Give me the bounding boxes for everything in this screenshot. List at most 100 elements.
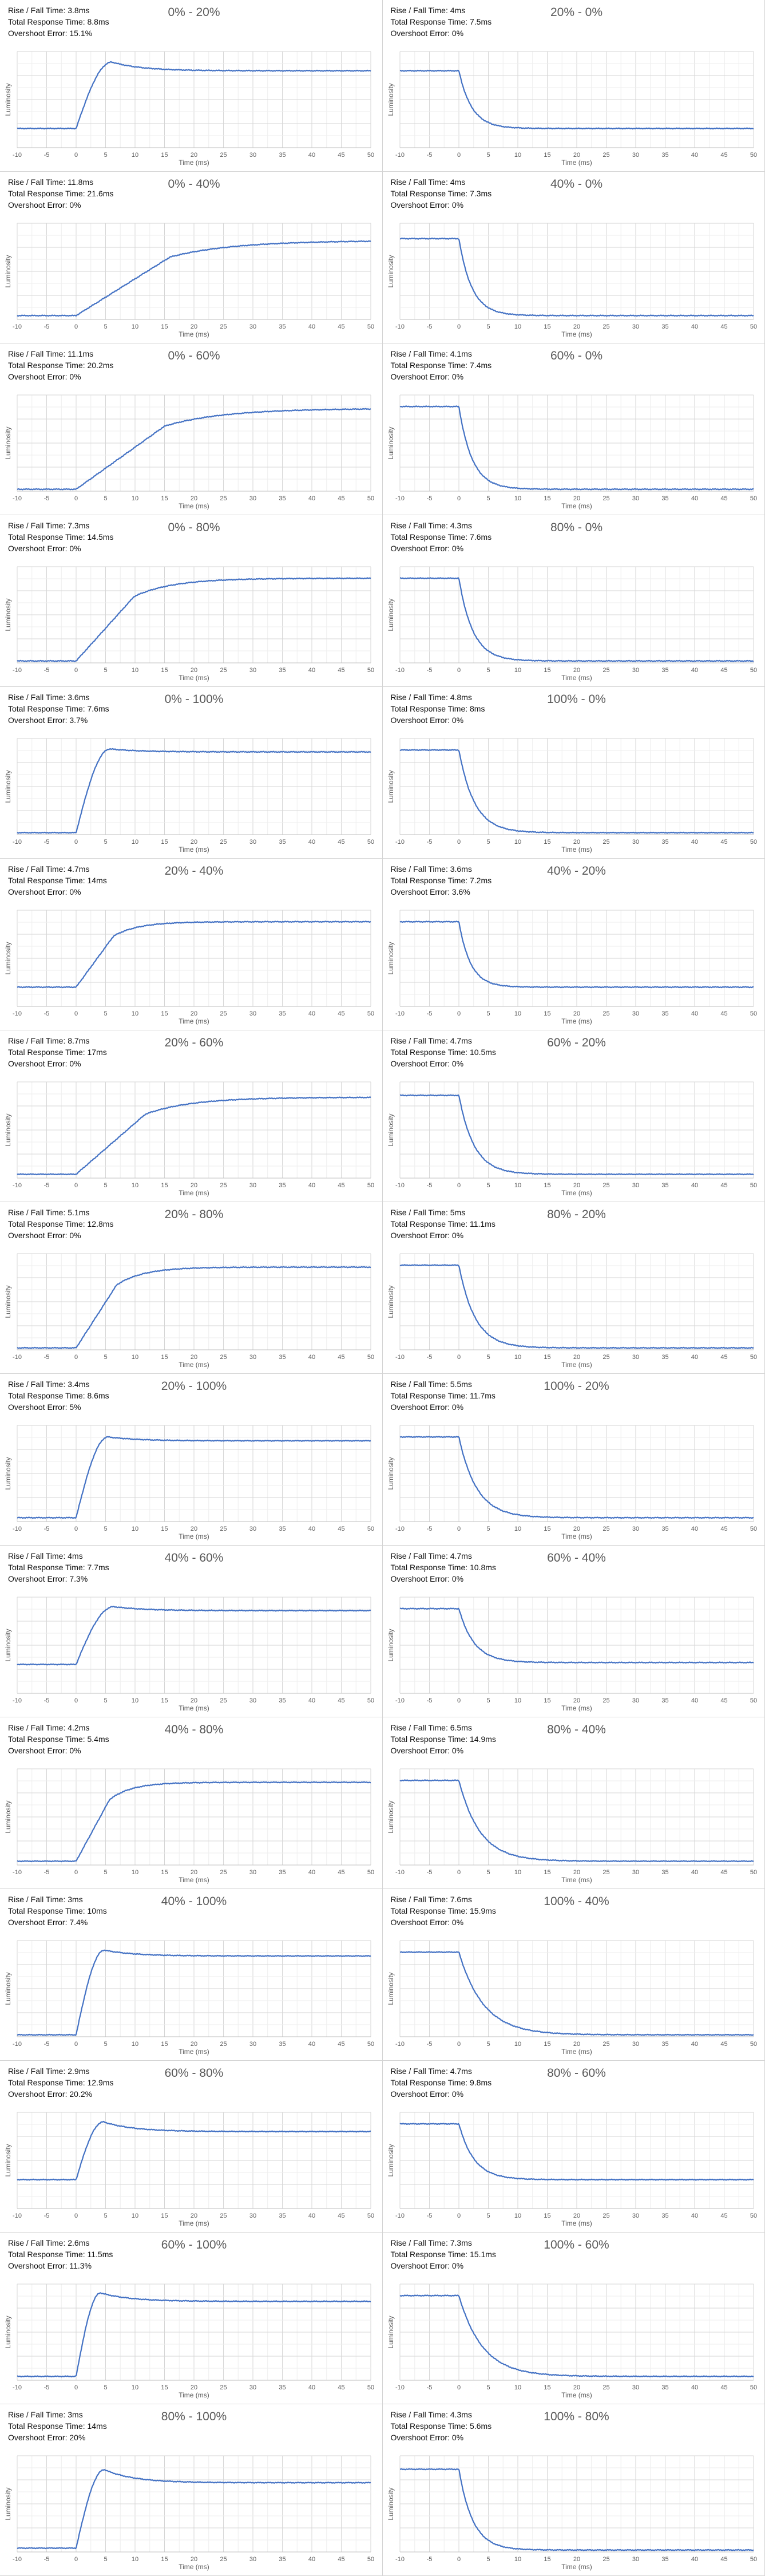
chart-title: 0% - 60% (168, 349, 220, 362)
x-axis-label: Time (ms) (561, 159, 592, 167)
x-tick-label: 15 (161, 2556, 168, 2563)
x-axis-label: Time (ms) (179, 159, 209, 167)
overshoot-error: Overshoot Error: 0% (390, 716, 464, 725)
overshoot-error: Overshoot Error: 0% (390, 1402, 464, 1412)
x-tick-label: 40 (691, 1869, 697, 1876)
x-tick-label: 10 (514, 2212, 521, 2219)
x-axis-label: Time (ms) (561, 1189, 592, 1197)
x-tick-label: 10 (514, 2041, 521, 2048)
x-tick-label: 45 (338, 1010, 344, 1017)
x-axis-label: Time (ms) (561, 2391, 592, 2399)
x-tick-label: 10 (132, 2556, 138, 2563)
y-axis-label: Luminosity (387, 1972, 395, 2005)
total-response-time: Total Response Time: 11.7ms (390, 1391, 496, 1400)
rise-fall-time: Rise / Fall Time: 4ms (8, 1551, 83, 1560)
x-tick-label: 45 (338, 495, 344, 502)
x-tick-label: -10 (13, 1869, 22, 1876)
x-axis-label: Time (ms) (561, 2219, 592, 2227)
x-tick-label: 20 (573, 152, 580, 159)
y-axis-label: Luminosity (387, 1800, 395, 1833)
x-axis-label: Time (ms) (561, 1361, 592, 1369)
luminosity-series-line (17, 748, 371, 834)
response-panel: Rise / Fall Time: 4.2ms Total Response Ti… (0, 1717, 383, 1889)
x-tick-label: 40 (308, 1182, 315, 1189)
x-tick-label: 0 (457, 2212, 460, 2219)
plot-area: -10 -5 0 5 10 15 20 25 30 35 40 45 50 Time (ms) Lumino… (4, 394, 374, 510)
rise-fall-time: Rise / Fall Time: 2.9ms (8, 2067, 90, 2076)
plot-area: -10 -5 0 5 10 15 20 25 30 35 40 45 50 Time (ms) Lumino… (4, 1081, 374, 1197)
x-tick-label: 15 (544, 2212, 550, 2219)
x-tick-label: 10 (514, 2384, 521, 2391)
x-tick-label: -10 (13, 1354, 22, 1361)
x-tick-label: 35 (661, 1526, 668, 1532)
x-tick-label: 0 (74, 1869, 78, 1876)
chart-title: 100% - 0% (547, 693, 606, 706)
x-tick-label: 50 (750, 1869, 756, 1876)
luminosity-series-line (399, 69, 754, 130)
x-tick-label: 40 (691, 1010, 697, 1017)
x-tick-label: 25 (220, 152, 227, 159)
y-axis-label: Luminosity (4, 2487, 12, 2520)
x-tick-label: 30 (249, 2041, 256, 2048)
x-tick-label: 0 (74, 152, 78, 159)
overshoot-error: Overshoot Error: 0% (8, 544, 81, 553)
rise-fall-time: Rise / Fall Time: 4.3ms (390, 2410, 472, 2419)
x-tick-label: -10 (395, 2212, 405, 2219)
response-panel: Rise / Fall Time: 4.3ms Total Response Ti… (382, 515, 765, 687)
overshoot-error: Overshoot Error: 0% (8, 200, 81, 210)
x-tick-label: 30 (632, 1354, 639, 1361)
x-tick-label: 30 (632, 2212, 639, 2219)
overshoot-error: Overshoot Error: 0% (390, 1231, 464, 1240)
x-tick-label: 30 (632, 2384, 639, 2391)
x-tick-label: 40 (308, 152, 315, 159)
plot-area: -10 -5 0 5 10 15 20 25 30 35 40 45 50 Time (ms) Lumino… (4, 566, 374, 682)
x-tick-label: 15 (544, 152, 550, 159)
x-tick-label: 30 (249, 1697, 256, 1704)
x-tick-label: 0 (457, 667, 460, 674)
x-tick-label: 10 (132, 1010, 138, 1017)
stats-block: Rise / Fall Time: 4ms Total Response Time… (391, 176, 492, 211)
x-tick-label: 40 (691, 667, 697, 674)
x-tick-label: 5 (104, 839, 107, 846)
x-tick-label: -10 (395, 1697, 405, 1704)
x-tick-label: 35 (661, 495, 668, 502)
x-tick-label: -5 (426, 1526, 432, 1532)
x-tick-label: 25 (220, 1869, 227, 1876)
total-response-time: Total Response Time: 7.6ms (8, 704, 109, 713)
plot-area: -10 -5 0 5 10 15 20 25 30 35 40 45 50 Time (ms) Lumino… (387, 910, 757, 1025)
chart-title: 40% - 80% (164, 1723, 224, 1736)
x-tick-label: 50 (367, 839, 374, 846)
x-tick-label: 40 (308, 1354, 315, 1361)
x-tick-label: 45 (720, 2556, 727, 2563)
chart-title: 0% - 20% (168, 6, 220, 19)
y-axis-label: Luminosity (387, 942, 395, 974)
x-tick-label: 25 (220, 495, 227, 502)
luminosity-series-line (399, 920, 754, 989)
y-axis-label: Luminosity (387, 2316, 395, 2348)
overshoot-error: Overshoot Error: 0% (8, 1059, 81, 1068)
x-tick-label: -5 (44, 1182, 50, 1189)
x-axis-label: Time (ms) (179, 1361, 209, 1369)
overshoot-error: Overshoot Error: 0% (390, 2261, 464, 2270)
x-tick-label: 25 (220, 1697, 227, 1704)
total-response-time: Total Response Time: 11.5ms (8, 2250, 113, 2259)
response-panel: Rise / Fall Time: 3.8ms Total Response Ti… (0, 0, 383, 172)
x-tick-label: 40 (308, 2384, 315, 2391)
x-tick-label: -5 (426, 1182, 432, 1189)
x-tick-label: 20 (573, 1697, 580, 1704)
x-tick-label: 0 (457, 495, 460, 502)
x-tick-label: 5 (486, 2384, 490, 2391)
x-tick-label: 25 (603, 152, 609, 159)
x-tick-label: 40 (691, 2384, 697, 2391)
x-axis-label: Time (ms) (561, 502, 592, 510)
y-axis-label: Luminosity (4, 1800, 12, 1833)
y-axis-label: Luminosity (387, 255, 395, 287)
chart-title: 80% - 100% (161, 2410, 227, 2423)
x-tick-label: -10 (13, 2556, 22, 2563)
response-panel: Rise / Fall Time: 4.3ms Total Response Ti… (382, 2404, 765, 2576)
overshoot-error: Overshoot Error: 0% (390, 29, 464, 38)
x-tick-label: 0 (457, 1697, 460, 1704)
stats-block: Rise / Fall Time: 3.4ms Total Response Ti… (8, 1378, 109, 1413)
x-tick-label: 30 (249, 323, 256, 330)
y-axis-label: Luminosity (4, 1113, 12, 1146)
